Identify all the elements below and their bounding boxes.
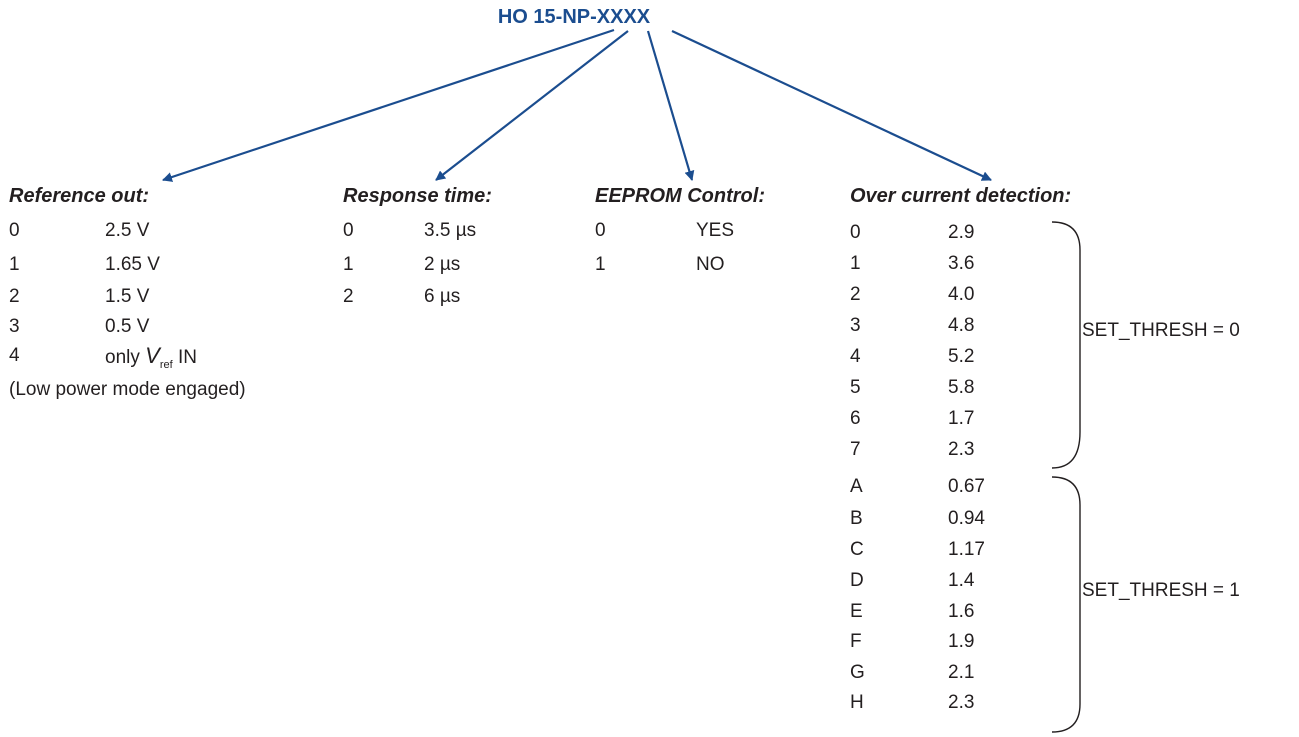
option-value: YES xyxy=(696,220,735,241)
option-value: 2.1 xyxy=(948,662,975,683)
option-code: 3 xyxy=(9,316,20,337)
arrow-response xyxy=(435,30,629,181)
option-value: 3.5 µs xyxy=(424,220,477,241)
option-value: 2.9 xyxy=(948,222,975,243)
option-value: 2.5 V xyxy=(105,220,150,241)
option-value: 1.4 xyxy=(948,570,975,591)
vref-suffix: IN xyxy=(172,347,197,368)
option-code: 0 xyxy=(595,220,606,241)
option-code: H xyxy=(850,692,864,713)
option-value: only Vref IN xyxy=(105,342,197,379)
option-code: 0 xyxy=(9,220,20,241)
option-code: B xyxy=(850,508,863,529)
option-code: 6 xyxy=(850,408,861,429)
option-value: 0.5 V xyxy=(105,316,150,337)
option-code: A xyxy=(850,476,863,497)
option-value: 1.9 xyxy=(948,631,975,652)
set-thresh-0-label: SET_THRESH = 0 xyxy=(1082,320,1240,341)
low-power-note: (Low power mode engaged) xyxy=(9,379,246,400)
option-value: NO xyxy=(696,254,725,275)
option-code: 4 xyxy=(850,346,861,367)
arrow-overcurrent xyxy=(671,30,992,181)
option-code: 2 xyxy=(343,286,354,307)
option-value: 1.65 V xyxy=(105,254,160,275)
option-value: 3.6 xyxy=(948,253,975,274)
option-code: F xyxy=(850,631,862,652)
option-code: 1 xyxy=(343,254,354,275)
option-code: 4 xyxy=(9,345,20,366)
option-value: 5.2 xyxy=(948,346,975,367)
vref-prefix: only xyxy=(105,347,146,368)
option-value: 2.3 xyxy=(948,692,975,713)
option-code: 2 xyxy=(850,284,861,305)
option-value: 2.3 xyxy=(948,439,975,460)
arrow-reference xyxy=(162,28,615,182)
part-number-title: HO 15-NP-XXXX xyxy=(497,6,651,28)
option-code: D xyxy=(850,570,864,591)
option-code: 5 xyxy=(850,377,861,398)
option-value: 0.94 xyxy=(948,508,985,529)
option-code: 1 xyxy=(850,253,861,274)
option-value: 5.8 xyxy=(948,377,975,398)
option-code: 7 xyxy=(850,439,861,460)
option-code: 3 xyxy=(850,315,861,336)
option-value: 0.67 xyxy=(948,476,985,497)
option-value: 1.17 xyxy=(948,539,985,560)
set-thresh-1-label: SET_THRESH = 1 xyxy=(1082,580,1240,601)
option-code: C xyxy=(850,539,864,560)
option-code: 1 xyxy=(9,254,20,275)
option-code: G xyxy=(850,662,865,683)
option-value: 4.0 xyxy=(948,284,975,305)
vref-subscript: ref xyxy=(159,359,173,371)
option-value: 4.8 xyxy=(948,315,975,336)
option-code: E xyxy=(850,601,863,622)
response-time-heading: Response time: xyxy=(343,185,492,207)
vref-symbol: V xyxy=(145,343,160,368)
arrow-eeprom xyxy=(646,30,695,181)
option-value: 1.7 xyxy=(948,408,975,429)
option-code: 0 xyxy=(850,222,861,243)
brace-set-thresh-1 xyxy=(1051,476,1081,733)
eeprom-control-heading: EEPROM Control: xyxy=(595,185,765,207)
option-value: 6 µs xyxy=(424,286,461,307)
option-code: 2 xyxy=(9,286,20,307)
brace-set-thresh-0 xyxy=(1051,221,1081,469)
reference-out-heading: Reference out: xyxy=(9,185,150,207)
over-current-heading: Over current detection: xyxy=(850,185,1072,207)
option-value: 1.5 V xyxy=(105,286,150,307)
option-value: 2 µs xyxy=(424,254,461,275)
option-code: 0 xyxy=(343,220,354,241)
option-code: 1 xyxy=(595,254,606,275)
option-value: 1.6 xyxy=(948,601,975,622)
